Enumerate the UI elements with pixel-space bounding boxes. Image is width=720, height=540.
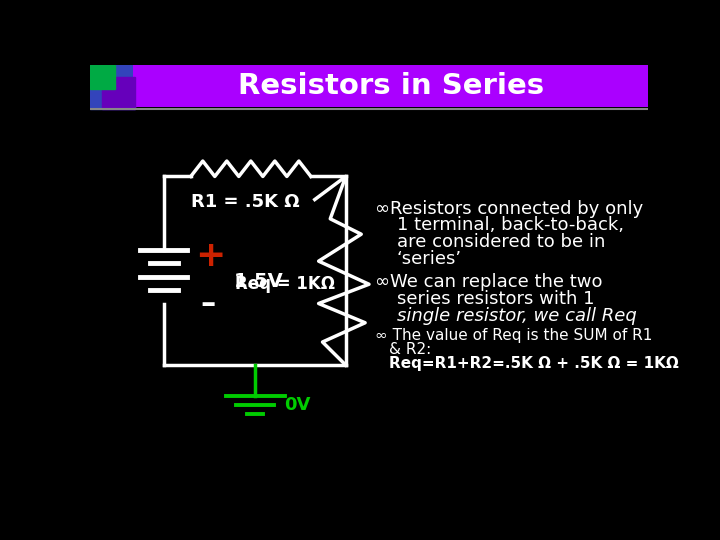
Text: 0V: 0V: [284, 396, 311, 414]
Text: 1.5V: 1.5V: [234, 273, 284, 292]
Text: 1 terminal, back-to-back,: 1 terminal, back-to-back,: [397, 217, 624, 234]
Bar: [132, 65, 648, 107]
Text: R1 = .5K Ω: R1 = .5K Ω: [191, 193, 300, 211]
Text: are considered to be in: are considered to be in: [397, 233, 606, 252]
Text: ‘series’: ‘series’: [397, 251, 462, 268]
Text: Req=R1+R2=.5K Ω + .5K Ω = 1KΩ: Req=R1+R2=.5K Ω + .5K Ω = 1KΩ: [389, 356, 679, 371]
Text: ∞ The value of Req is the SUM of R1: ∞ The value of Req is the SUM of R1: [375, 328, 652, 343]
Text: –: –: [200, 289, 215, 318]
Text: +: +: [195, 239, 225, 273]
Text: & R2:: & R2:: [389, 342, 431, 357]
Text: series resistors with 1: series resistors with 1: [397, 291, 595, 308]
Text: ∞We can replace the two: ∞We can replace the two: [375, 273, 603, 292]
Text: ∞Resistors connected by only: ∞Resistors connected by only: [375, 200, 644, 218]
Bar: [90, 65, 114, 90]
Bar: [102, 77, 135, 110]
Text: Req = 1KΩ: Req = 1KΩ: [235, 275, 336, 293]
Text: Resistors in Series: Resistors in Series: [238, 72, 544, 100]
Bar: [90, 65, 135, 110]
Text: single resistor, we call Req: single resistor, we call Req: [397, 307, 636, 325]
